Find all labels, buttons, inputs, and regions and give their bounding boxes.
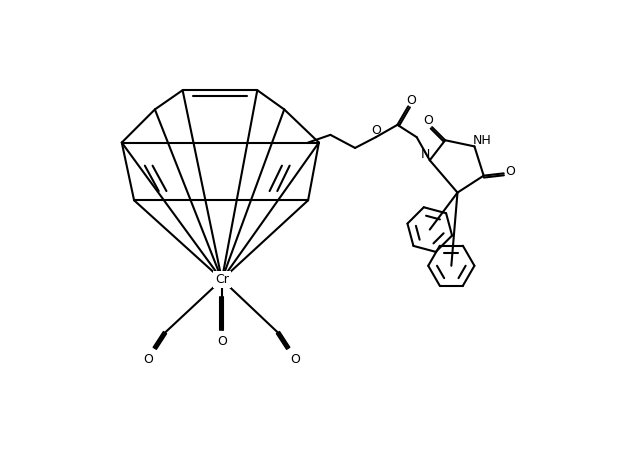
Text: O: O: [505, 165, 515, 178]
Text: O: O: [290, 353, 300, 366]
Text: Cr: Cr: [215, 273, 229, 286]
Text: O: O: [217, 335, 227, 348]
Text: O: O: [143, 353, 153, 366]
Text: O: O: [371, 125, 381, 138]
Text: O: O: [423, 114, 433, 127]
Text: N: N: [421, 148, 431, 161]
Text: NH: NH: [473, 134, 492, 147]
Text: O: O: [406, 94, 416, 107]
